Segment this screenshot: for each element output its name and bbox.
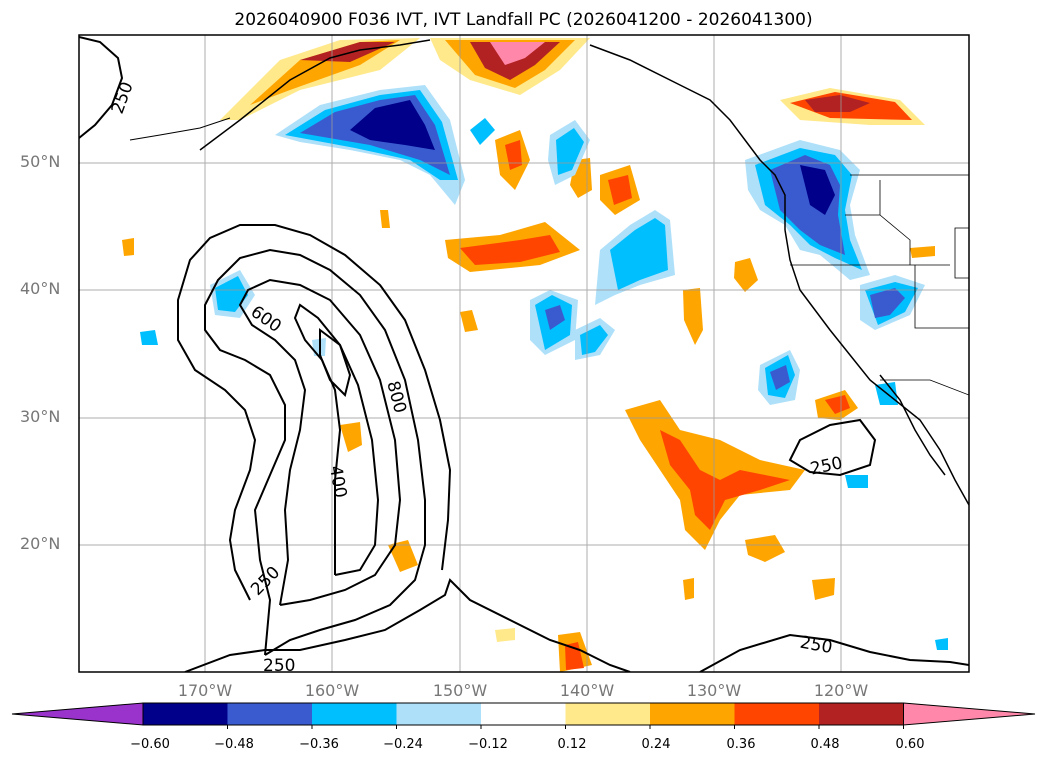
colorbar-segment <box>650 703 735 725</box>
colorbar-tick-label: 0.12 <box>557 737 587 752</box>
ivt-pc-positive-area <box>122 238 134 256</box>
ivt-contours <box>79 36 969 672</box>
bc-coast <box>589 44 786 230</box>
lat-label-20n: 20°N <box>20 534 61 553</box>
colorbar-extend-max <box>903 702 1036 726</box>
lon-label-140w: 140°W <box>559 681 615 700</box>
colorbar-segment <box>227 703 312 725</box>
ivt-pc-negative-area <box>800 165 835 215</box>
gridlines <box>79 35 969 672</box>
colorbar-tick-label: −0.48 <box>214 737 254 752</box>
ivt-pc-positive-area <box>734 258 758 292</box>
ivt-pc-positive-area <box>745 535 785 562</box>
contour-250-south <box>699 633 969 672</box>
us-state-lines <box>790 180 969 329</box>
colorbar-segment <box>734 703 819 725</box>
colorbar-tick-label: −0.24 <box>383 737 423 752</box>
ivt-pc-positive-area <box>388 540 418 572</box>
colorbar-tick-label: 0.60 <box>895 737 925 752</box>
ivt-pc-negative-area <box>845 475 868 488</box>
aleutian-islands <box>129 117 231 141</box>
contour-800-inner <box>319 328 352 397</box>
negative-anomalies <box>140 85 948 650</box>
coastlines <box>129 39 969 506</box>
contour-400 <box>204 248 426 656</box>
colorbar-segment <box>396 703 481 725</box>
ivt-pc-negative-area <box>870 288 905 318</box>
ivt-pc-positive-area <box>608 175 632 205</box>
colorbar-border <box>142 702 904 726</box>
ivt-pc-positive-area <box>490 42 545 65</box>
map-frame <box>78 34 970 673</box>
positive-anomalies <box>122 38 935 672</box>
ivt-pc-positive-area <box>460 235 560 265</box>
contour-label-250-south: 250 <box>263 656 295 676</box>
lat-label-50n: 50°N <box>20 152 61 171</box>
contour-600 <box>238 278 402 606</box>
ivt-pc-negative-area <box>140 330 158 345</box>
contour-800 <box>293 303 380 576</box>
ivt-pc-positive-area <box>825 395 850 414</box>
contour-250-east <box>788 418 877 477</box>
colorbar-segment <box>819 703 904 725</box>
ivt-pc-negative-area <box>350 100 435 150</box>
ivt-pc-positive-area <box>910 246 935 258</box>
colorbar-tick-label: −0.36 <box>299 737 339 752</box>
ivt-pc-negative-area <box>610 218 668 290</box>
ivt-pc-negative-area <box>935 638 948 650</box>
colorbar <box>11 702 1036 729</box>
colorbar-segment <box>143 703 228 725</box>
political-borders <box>790 174 969 396</box>
ivt-pc-positive-area <box>300 42 395 62</box>
ivt-pc-positive-area <box>683 578 694 600</box>
lat-label-30n: 30°N <box>20 407 61 426</box>
us-west-coast <box>784 229 969 506</box>
ivt-pc-negative-area <box>215 276 248 312</box>
colorbar-tick-label: 0.24 <box>641 737 671 752</box>
ivt-pc-positive-area <box>660 430 790 530</box>
ivt-pc-positive-area <box>380 210 390 228</box>
lon-label-160w: 160°W <box>304 681 360 700</box>
colorbar-tick-label: 0.36 <box>726 737 756 752</box>
map-title: 2026040900 F036 IVT, IVT Landfall PC (20… <box>234 10 813 30</box>
alaska-coast <box>199 39 431 151</box>
colorbar-extend-min <box>11 702 144 726</box>
ivt-pc-positive-area <box>495 628 515 642</box>
colorbar-tick-label: −0.60 <box>130 737 170 752</box>
contour-250-main <box>177 224 631 672</box>
contour-250-nw <box>79 36 124 139</box>
colorbar-segment <box>312 703 397 725</box>
shading-layer <box>122 38 948 672</box>
colorbar-tick-label: −0.12 <box>468 737 508 752</box>
lon-label-120w: 120°W <box>813 681 869 700</box>
ivt-pc-positive-area <box>683 288 703 345</box>
lon-label-130w: 130°W <box>686 681 742 700</box>
ivt-pc-positive-area <box>340 422 362 452</box>
lat-label-40n: 40°N <box>20 279 61 298</box>
ivt-pc-negative-area <box>545 305 565 330</box>
colorbar-segment <box>481 703 566 725</box>
baja-coast <box>879 374 946 476</box>
colorbar-segment <box>565 703 650 725</box>
map-frame-bg <box>79 35 969 672</box>
ivt-pc-positive-area <box>805 95 870 112</box>
colorbar-tick-label: 0.48 <box>810 737 840 752</box>
ivt-pc-positive-area <box>460 310 478 332</box>
lon-label-170w: 170°W <box>177 681 233 700</box>
us-mexico-border <box>880 379 969 396</box>
ivt-pc-negative-area <box>770 365 790 390</box>
lon-label-150w: 150°W <box>432 681 488 700</box>
ivt-pc-positive-area <box>812 578 835 600</box>
ivt-pc-negative-area <box>470 118 495 145</box>
